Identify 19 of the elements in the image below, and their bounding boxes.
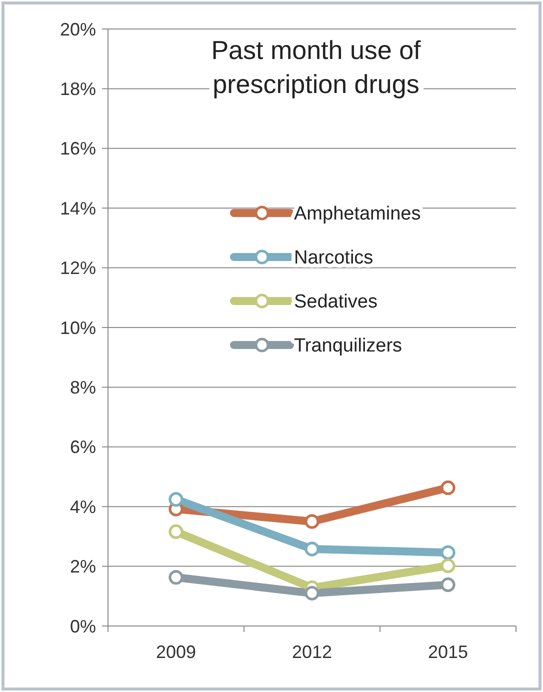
legend-label: Amphetamines <box>294 204 421 225</box>
text: Past month use of prescription drugs <box>211 35 422 99</box>
x-tick-label: 2012 <box>292 642 332 662</box>
x-tick-label: 2015 <box>428 642 468 662</box>
y-tick-label: 0% <box>70 616 96 636</box>
y-tick-label: 14% <box>60 198 96 218</box>
y-tick-label: 18% <box>60 79 96 99</box>
y-tick-label: 2% <box>70 556 96 577</box>
y-tick-label: 8% <box>70 378 96 398</box>
y-tick-label: 20% <box>60 19 96 40</box>
y-tick-label: 10% <box>60 318 96 338</box>
legend-label: Sedatives <box>294 292 378 313</box>
legend-label: Narcotics <box>294 248 374 269</box>
legend-label: Tranquilizers <box>294 336 402 357</box>
y-tick-label: 6% <box>70 437 96 458</box>
y-tick-label: 12% <box>60 258 96 278</box>
x-tick-label: 2009 <box>156 642 196 662</box>
y-tick-label: 4% <box>70 496 96 517</box>
y-tick-label: 16% <box>60 138 96 159</box>
